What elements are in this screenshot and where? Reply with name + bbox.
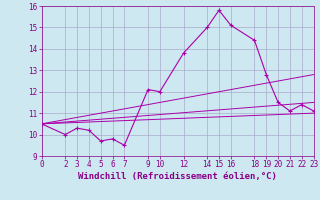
X-axis label: Windchill (Refroidissement éolien,°C): Windchill (Refroidissement éolien,°C) <box>78 172 277 181</box>
